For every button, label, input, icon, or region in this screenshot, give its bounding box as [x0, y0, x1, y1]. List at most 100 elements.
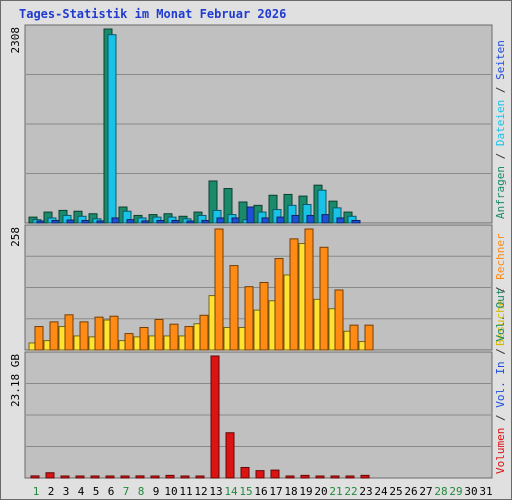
legend-separator: /	[494, 342, 507, 362]
bar-volumen-day-22	[345, 475, 355, 479]
bar-rechner-day-23	[364, 324, 374, 351]
bar-volumen-day-6	[105, 475, 115, 479]
bar-volumen-day-7	[120, 475, 130, 479]
y-max-label: 258	[9, 227, 22, 247]
bar-rechner-day-3	[64, 314, 74, 351]
bar-rechner-day-21	[334, 289, 344, 351]
bar-rechner-day-6	[109, 315, 119, 351]
bar-volumen-day-9	[150, 475, 160, 479]
x-tick-label: 30	[464, 485, 477, 498]
bar-volumen-day-16	[255, 470, 265, 479]
x-tick-label: 8	[138, 485, 145, 498]
bar-rechner-day-11	[184, 326, 194, 351]
chart-title: Tages-Statistik im Monat Februar 2026	[19, 7, 287, 21]
x-tick-label: 1	[33, 485, 40, 498]
bar-rechner-day-13	[214, 228, 224, 351]
legend-requests: Anfragen / Dateien / Seiten	[494, 40, 507, 219]
x-tick-label: 24	[374, 485, 388, 498]
bar-rechner-day-4	[79, 321, 89, 351]
bar-volumen-day-17	[270, 469, 280, 479]
x-tick-label: 25	[389, 485, 402, 498]
x-tick-label: 5	[93, 485, 100, 498]
x-tick-label: 27	[419, 485, 432, 498]
legend-entry: Anfragen	[494, 166, 507, 219]
x-tick-label: 31	[479, 485, 492, 498]
bar-rechner-day-10	[169, 323, 179, 351]
x-tick-label: 20	[314, 485, 327, 498]
bar-volumen-day-11	[180, 475, 190, 479]
x-tick-label: 4	[78, 485, 85, 498]
legend-entry: Volumen	[494, 428, 507, 474]
bar-volumen-day-15	[240, 466, 250, 479]
legend-entry: Dateien	[494, 100, 507, 146]
legend-separator: /	[494, 408, 507, 428]
x-tick-label: 12	[194, 485, 207, 498]
x-tick-label: 3	[63, 485, 70, 498]
y-max-label: 23.18 GB	[9, 354, 22, 407]
x-tick-label: 29	[449, 485, 462, 498]
bar-volumen-day-18	[285, 475, 295, 479]
legend-separator: /	[494, 146, 507, 166]
bar-volumen-day-2	[45, 472, 55, 479]
bar-seiten-day-22	[351, 219, 361, 224]
x-tick-label: 14	[224, 485, 238, 498]
x-tick-label: 9	[153, 485, 160, 498]
bar-rechner-day-9	[154, 319, 164, 351]
bar-rechner-day-5	[94, 316, 104, 351]
bar-volumen-day-1	[30, 475, 40, 479]
bar-rechner-day-17	[274, 258, 284, 351]
legend-entry: Seiten	[494, 40, 507, 80]
bar-rechner-day-14	[229, 265, 239, 351]
x-tick-label: 17	[269, 485, 282, 498]
bar-rechner-day-16	[259, 281, 269, 351]
bar-rechner-day-7	[124, 333, 134, 351]
x-tick-label: 19	[299, 485, 312, 498]
x-tick-label: 21	[329, 485, 342, 498]
x-tick-label: 26	[404, 485, 417, 498]
x-tick-label: 10	[164, 485, 177, 498]
legend-entry: Rechner	[494, 233, 507, 280]
legend-entry: Besuche	[494, 300, 507, 346]
bar-rechner-day-15	[244, 286, 254, 351]
bar-volumen-day-21	[330, 475, 340, 479]
x-tick-label: 22	[344, 485, 357, 498]
bar-rechner-day-1	[34, 326, 44, 351]
bar-rechner-day-19	[304, 228, 314, 351]
legend-entry: Vol. In	[494, 361, 507, 407]
legend-visits: Besuche / Rechner	[494, 233, 507, 346]
bar-volumen-day-14	[225, 432, 235, 479]
legend-separator: /	[494, 280, 507, 300]
x-tick-label: 13	[209, 485, 222, 498]
bar-volumen-day-3	[60, 475, 70, 479]
bar-rechner-day-22	[349, 324, 359, 351]
x-tick-label: 6	[108, 485, 115, 498]
x-tick-label: 18	[284, 485, 297, 498]
x-tick-label: 23	[359, 485, 372, 498]
bar-volumen-day-10	[165, 474, 175, 479]
legend-volume: Volumen / Vol. In / Vol. Out	[494, 289, 507, 474]
bar-volumen-day-19	[300, 474, 310, 479]
bar-volumen-day-12	[195, 475, 205, 479]
bar-rechner-day-20	[319, 246, 329, 351]
bar-volumen-day-8	[135, 475, 145, 479]
bar-rechner-day-18	[289, 238, 299, 351]
bar-volumen-day-23	[360, 474, 370, 479]
bar-dateien-day-6	[107, 34, 117, 224]
bar-rechner-day-12	[199, 314, 209, 351]
bar-rechner-day-2	[49, 321, 59, 351]
bar-volumen-day-13	[210, 355, 220, 479]
bar-volumen-day-4	[75, 475, 85, 479]
legend-entry: Vol. Out	[494, 289, 507, 342]
y-max-label: 2308	[9, 27, 22, 54]
bar-rechner-day-8	[139, 326, 149, 351]
legend-separator: /	[494, 80, 507, 100]
x-tick-label: 7	[123, 485, 130, 498]
bar-volumen-day-20	[315, 475, 325, 479]
x-tick-label: 28	[434, 485, 447, 498]
x-tick-label: 2	[48, 485, 55, 498]
x-tick-label: 16	[254, 485, 267, 498]
x-tick-label: 11	[179, 485, 192, 498]
x-tick-label: 15	[239, 485, 252, 498]
